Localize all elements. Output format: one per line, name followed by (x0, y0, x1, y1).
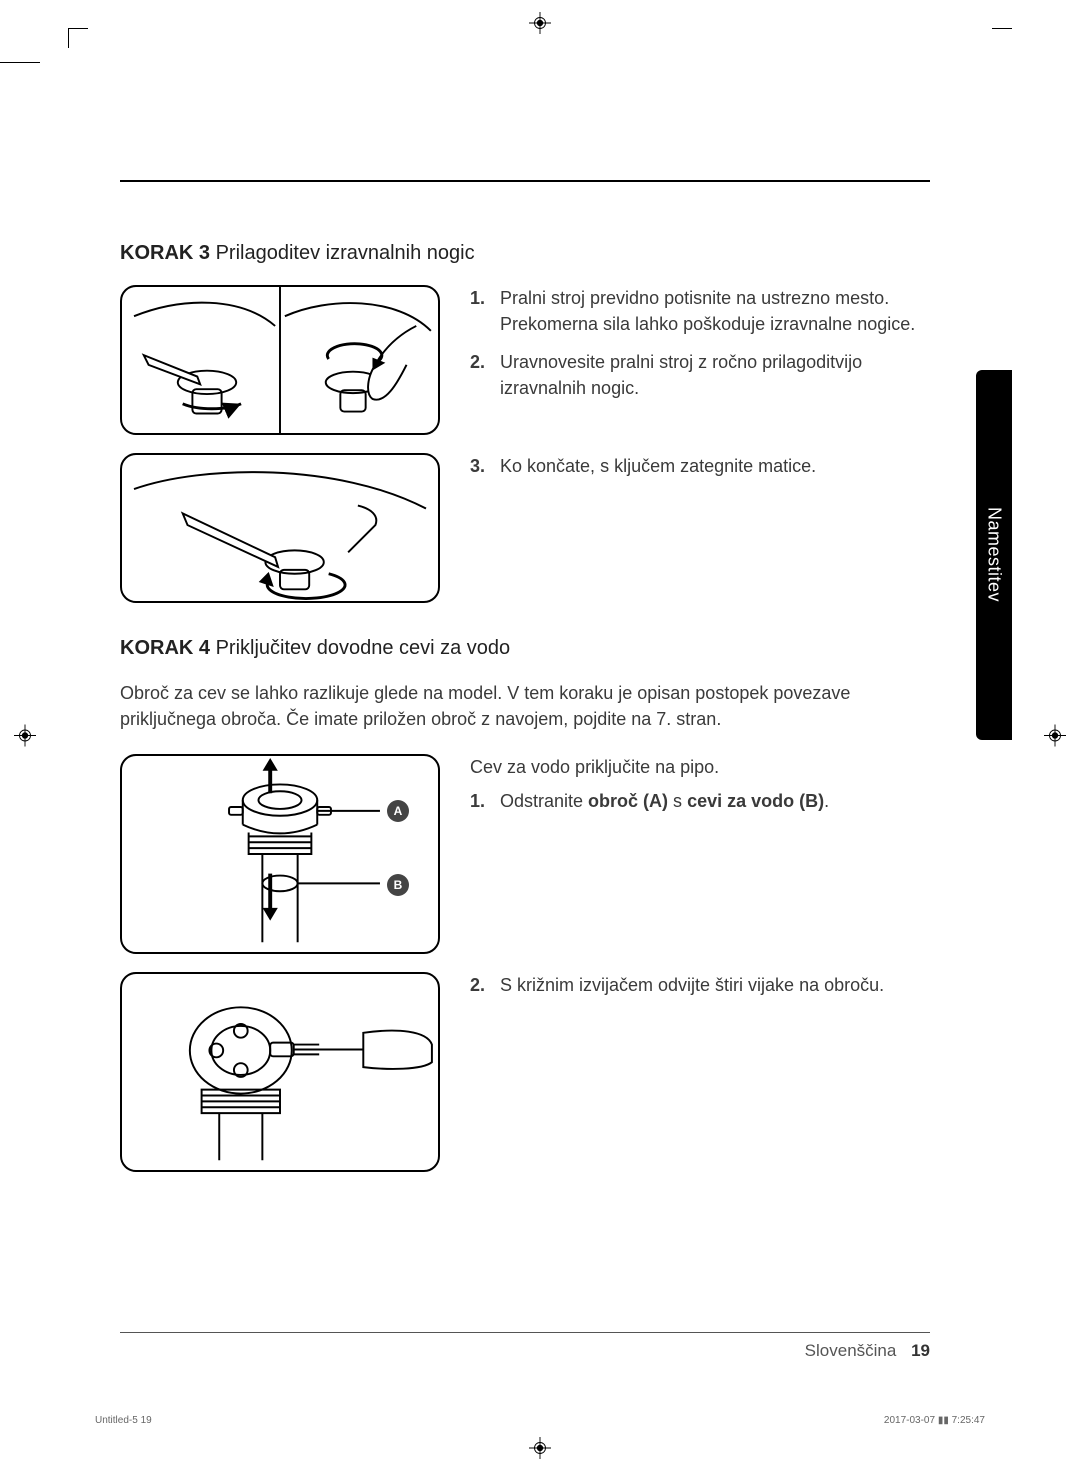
page-footer: Slovenščina 19 (120, 1332, 930, 1361)
step3-item-1: 1. Pralni stroj previdno potisnite na us… (470, 285, 930, 337)
step3-item-3: 3. Ko končate, s ključem zategnite matic… (470, 453, 930, 479)
list-number: 3. (470, 453, 492, 479)
step3-prefix: KORAK 3 (120, 242, 210, 264)
step4-item-1: 1. Odstranite obroč (A) s cevi za vodo (… (470, 788, 930, 814)
print-meta-right: 2017-03-07 ▮▮ 7:25:47 (884, 1415, 985, 1426)
step3-title: Prilagoditev izravnalnih nogic (216, 242, 475, 264)
step3-heading: KORAK 3 Prilagoditev izravnalnih nogic (120, 242, 930, 265)
step4-lead: Cev za vodo priključite na pipo. (470, 754, 930, 780)
list-number: 2. (470, 349, 492, 401)
crop-mark (0, 62, 40, 63)
step3-item-2: 2. Uravnovesite pralni stroj z ročno pri… (470, 349, 930, 401)
section-tab: Namestitev (976, 370, 1012, 740)
illustration-step3-a (120, 285, 440, 435)
crop-mark (992, 28, 1012, 48)
horizontal-rule (120, 180, 930, 182)
registration-mark-icon (529, 1437, 551, 1464)
footer-page-number: 19 (911, 1341, 930, 1360)
step4-heading: KORAK 4 Priključitev dovodne cevi za vod… (120, 637, 930, 660)
footer-language: Slovenščina (805, 1341, 897, 1360)
list-text: Odstranite obroč (A) s cevi za vodo (B). (500, 788, 829, 814)
illustration-step3-b (120, 453, 440, 603)
list-number: 2. (470, 972, 492, 998)
step4-prefix: KORAK 4 (120, 637, 210, 659)
step4-title: Priključitev dovodne cevi za vodo (216, 637, 511, 659)
list-text: Pralni stroj previdno potisnite na ustre… (500, 285, 930, 337)
illustration-step4-b (120, 972, 440, 1172)
print-meta-left: Untitled-5 19 (95, 1415, 152, 1426)
list-text: Uravnovesite pralni stroj z ročno prilag… (500, 349, 930, 401)
registration-mark-icon (1044, 725, 1066, 752)
illustration-step4-a: A B (120, 754, 440, 954)
step4-item-2: 2. S križnim izvijačem odvijte štiri vij… (470, 972, 930, 998)
list-text: Ko končate, s ključem zategnite matice. (500, 453, 816, 479)
list-number: 1. (470, 788, 492, 814)
registration-mark-icon (14, 725, 36, 752)
step4-intro: Obroč za cev se lahko razlikuje glede na… (120, 680, 930, 732)
registration-mark-icon (529, 12, 551, 39)
list-text: S križnim izvijačem odvijte štiri vijake… (500, 972, 884, 998)
crop-mark (68, 28, 88, 48)
list-number: 1. (470, 285, 492, 337)
